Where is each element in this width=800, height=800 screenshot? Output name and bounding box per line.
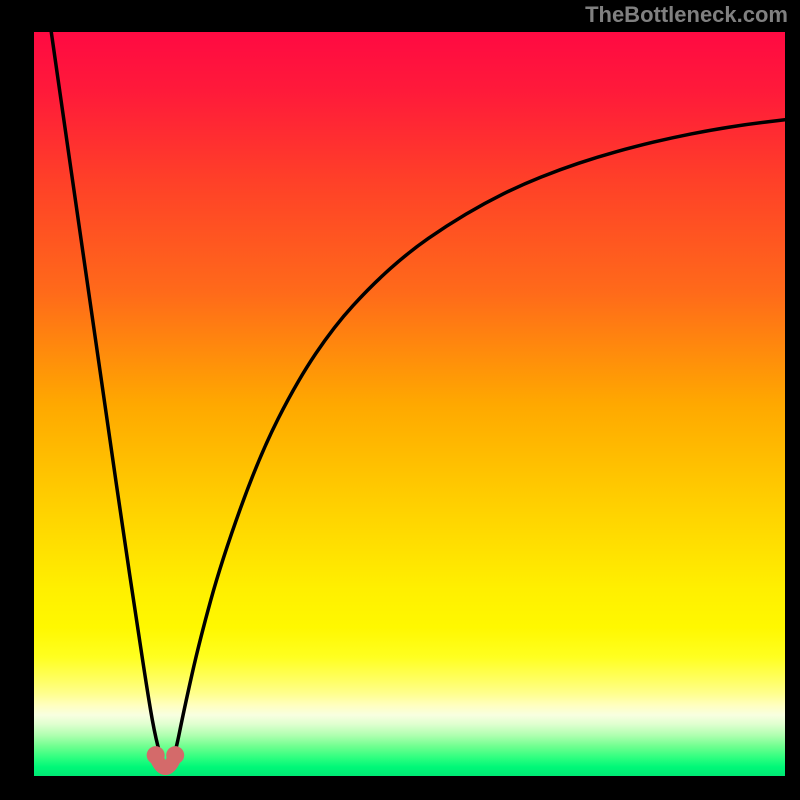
plot-background bbox=[34, 32, 785, 776]
watermark-text: TheBottleneck.com bbox=[585, 2, 788, 28]
valley-marker bbox=[147, 746, 165, 764]
valley-marker bbox=[166, 746, 184, 764]
chart-frame: TheBottleneck.com bbox=[0, 0, 800, 800]
plot-area bbox=[34, 32, 785, 776]
